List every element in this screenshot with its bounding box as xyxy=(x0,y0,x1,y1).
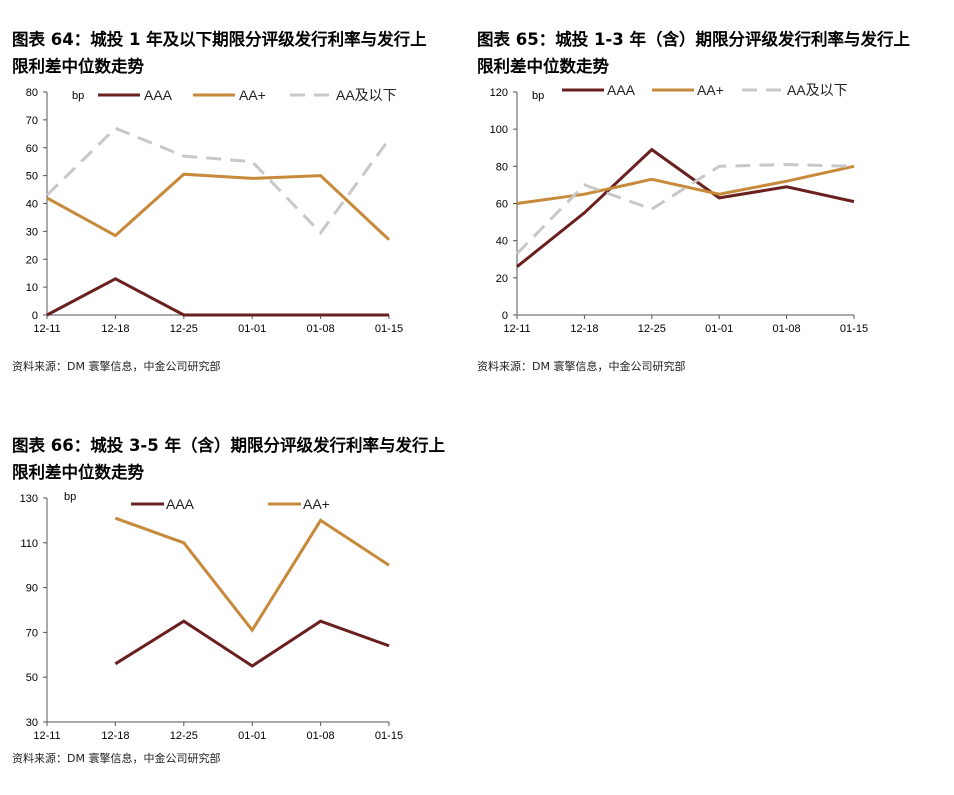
line-chart-64: 0 10 20 30 40 50 60 70 80 12-11 12-18 12-25 01-01 01-… xyxy=(26,87,403,335)
y-tick-label: 130 xyxy=(20,493,38,505)
y-tick-label: 80 xyxy=(26,87,38,99)
legend-label-AA+: AA+ xyxy=(303,496,330,512)
x-tick-label: 12-11 xyxy=(503,323,530,335)
x-tick-label: 12-18 xyxy=(101,730,129,742)
series-line-AAA xyxy=(516,147,855,268)
x-tick-label: 01-01 xyxy=(238,323,266,335)
x-tick-label: 01-08 xyxy=(307,730,335,742)
chart-title-line2: 限利差中位数走势 xyxy=(12,57,144,76)
y-tick-label: 50 xyxy=(26,171,38,183)
y-tick-label: 100 xyxy=(490,124,508,136)
x-tick-label: 01-01 xyxy=(705,323,733,335)
y-tick-label: 10 xyxy=(26,282,38,294)
y-tick-label: 70 xyxy=(26,627,38,639)
series-line-AAA xyxy=(46,277,389,317)
x-tick-label: 12-11 xyxy=(33,323,60,335)
y-tick-label: 60 xyxy=(26,143,38,155)
x-tick-label: 12-11 xyxy=(33,730,60,742)
y-tick-label: 0 xyxy=(32,310,38,322)
y-tick-label: 20 xyxy=(496,273,508,285)
y-tick-label: 0 xyxy=(502,310,508,322)
chart-title-line1: 图表 66：城投 3-5 年（含）期限分评级发行利率与发行上 xyxy=(12,436,446,455)
x-tick-label: 12-25 xyxy=(170,323,198,335)
x-tick-label: 01-15 xyxy=(840,323,868,335)
line-chart-65: 0 20 40 60 80 100 120 12-11 12-18 12-25 01-01 01-08… xyxy=(490,82,868,335)
legend-label-AAA: AAA xyxy=(144,87,173,103)
y-tick-label: 40 xyxy=(26,199,38,211)
y-tick-label: 50 xyxy=(26,672,38,684)
chart-title-line1: 图表 65：城投 1-3 年（含）期限分评级发行利率与发行上 xyxy=(477,30,911,49)
y-tick-label: 30 xyxy=(26,717,38,729)
legend-label-AA+: AA+ xyxy=(697,82,724,98)
series-line-AA及以下 xyxy=(515,162,855,255)
chart-source: 资料来源：DM 寰擎信息，中金公司研究部 xyxy=(477,360,686,373)
y-tick-label: 90 xyxy=(26,583,38,595)
y-tick-label: 80 xyxy=(496,161,508,173)
chart-title-line2: 限利差中位数走势 xyxy=(12,463,144,482)
y-tick-label: 20 xyxy=(26,254,38,266)
unit-label: bp xyxy=(72,90,84,102)
chart-title-line1: 图表 64：城投 1 年及以下期限分评级发行利率与发行上 xyxy=(12,30,427,49)
unit-label: bp xyxy=(64,491,76,503)
legend-label-AAA: AAA xyxy=(607,82,636,98)
legend-label-AA+: AA+ xyxy=(239,87,266,103)
y-tick-label: 120 xyxy=(490,87,508,99)
x-tick-label: 01-01 xyxy=(238,730,266,742)
series-line-AA+ xyxy=(46,172,391,241)
y-tick-label: 40 xyxy=(496,236,508,248)
y-tick-label: 110 xyxy=(20,538,38,550)
x-tick-label: 12-25 xyxy=(170,730,198,742)
line-chart-66: 30 50 70 90 110 130 12-11 12-18 12-25 01-01 01-08 0… xyxy=(20,491,403,742)
legend-label-AAA: AAA xyxy=(166,496,195,512)
chart-title-line2: 限利差中位数走势 xyxy=(477,57,609,76)
x-tick-label: 01-15 xyxy=(375,730,403,742)
chart-source: 资料来源：DM 寰擎信息，中金公司研究部 xyxy=(12,360,221,373)
x-tick-label: 01-08 xyxy=(307,323,335,335)
chart-source: 资料来源：DM 寰擎信息，中金公司研究部 xyxy=(12,752,221,765)
unit-label: bp xyxy=(532,90,544,102)
y-tick-label: 60 xyxy=(496,199,508,211)
series-line-AA+ xyxy=(516,164,855,205)
series-line-AA及以下 xyxy=(45,126,391,236)
x-tick-label: 12-18 xyxy=(101,323,129,335)
x-tick-label: 01-08 xyxy=(773,323,801,335)
series-line-AA+ xyxy=(114,516,390,633)
x-tick-label: 12-25 xyxy=(638,323,666,335)
x-tick-label: 12-18 xyxy=(570,323,598,335)
legend-label-AA及以下: AA及以下 xyxy=(787,82,848,98)
y-tick-label: 30 xyxy=(26,226,38,238)
x-tick-label: 01-15 xyxy=(375,323,403,335)
y-tick-label: 70 xyxy=(26,115,38,127)
legend-label-AA及以下: AA及以下 xyxy=(336,87,397,103)
